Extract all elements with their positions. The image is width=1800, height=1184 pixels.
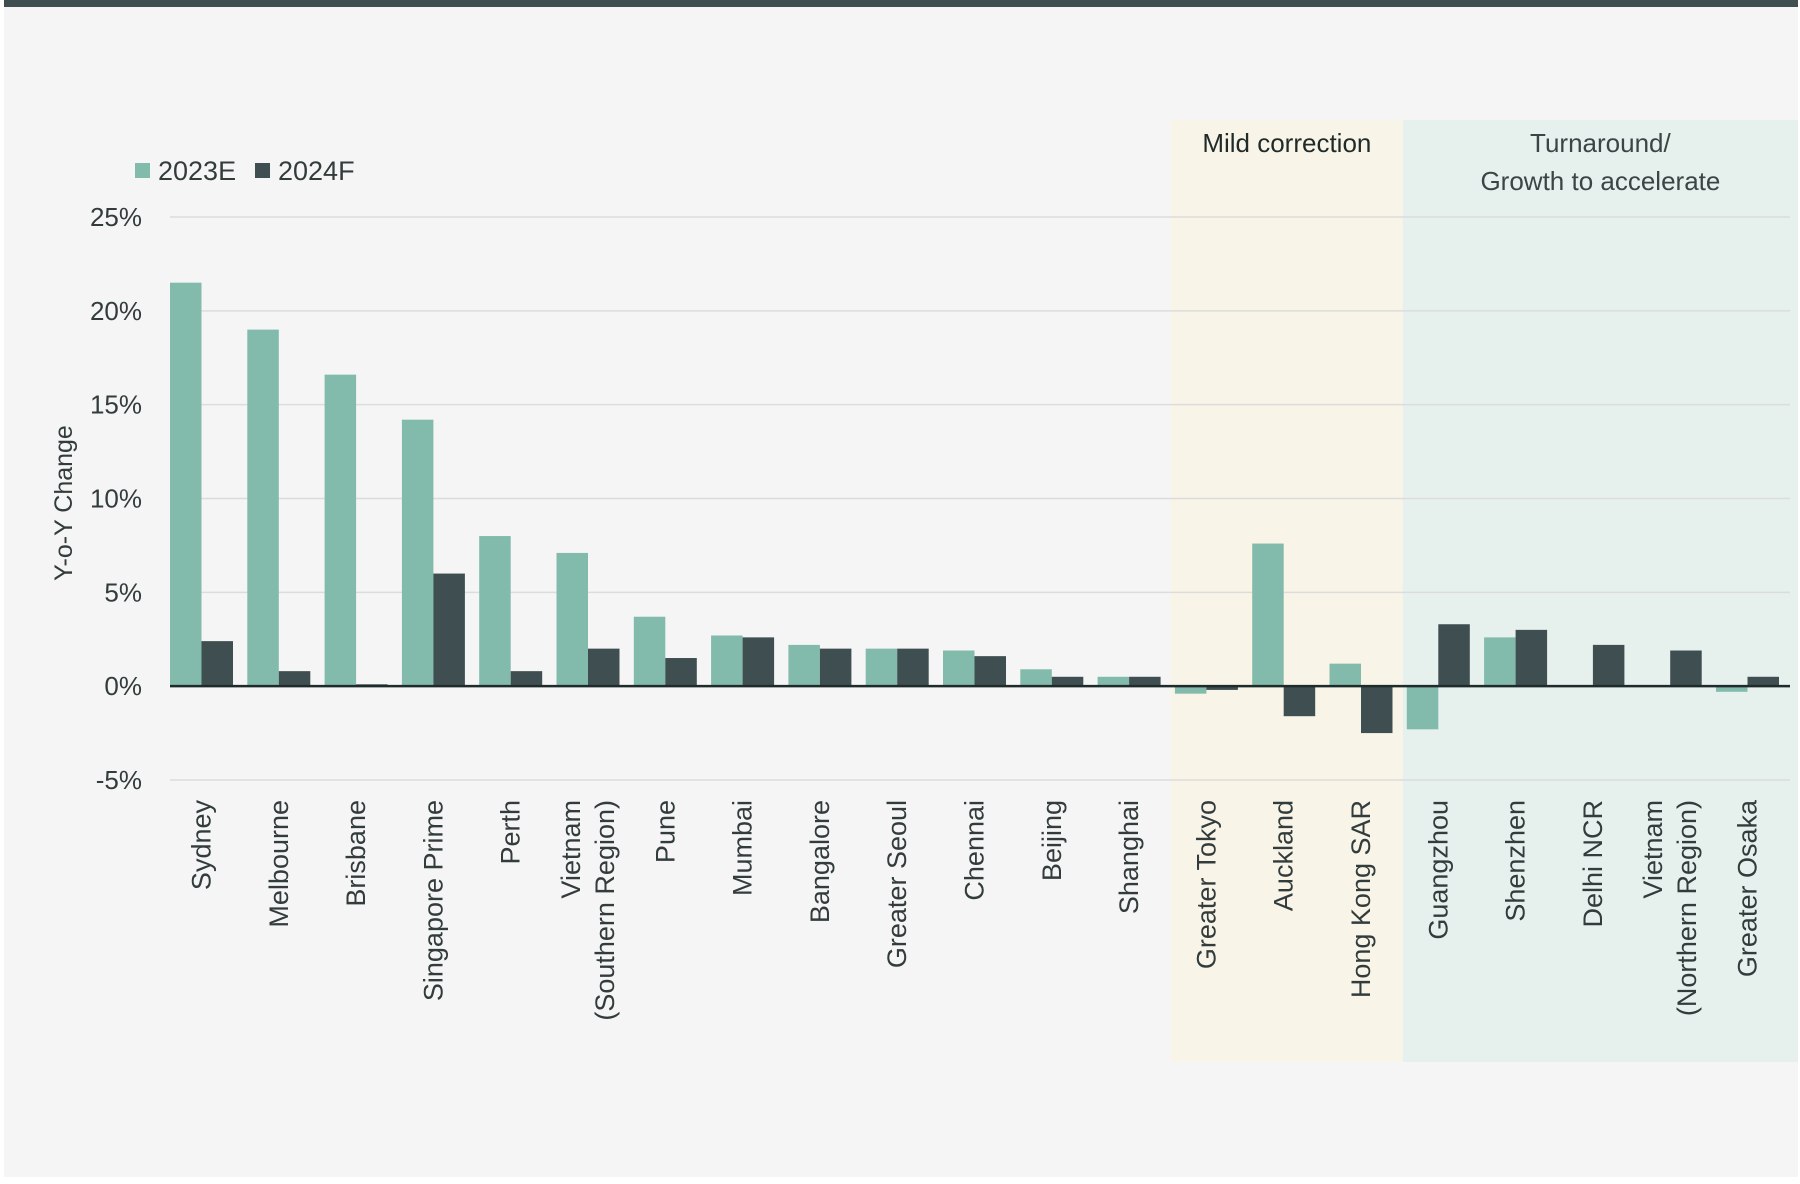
bar-2024f-sydney xyxy=(201,641,233,687)
bar-2023e-vietnam-southern-region xyxy=(556,552,588,687)
x-tick-label-singapore-prime: Singapore Prime xyxy=(418,800,448,1001)
legend-swatch-2024f xyxy=(255,163,270,178)
y-axis-title: Y-o-Y Change xyxy=(50,425,78,581)
x-tick-label-bangalore: Bangalore xyxy=(805,800,835,923)
bar-2024f-bangalore xyxy=(819,648,852,687)
bar-2024f-melbourne xyxy=(278,671,311,687)
x-tick-label-vietnam-northern-region-line2: (Northern Region) xyxy=(1672,800,1702,1016)
x-tick-label-greater-seoul: Greater Seoul xyxy=(882,800,912,968)
bar-2024f-hong-kong-sar xyxy=(1361,686,1393,734)
x-tick-label-sydney: Sydney xyxy=(187,800,217,891)
y-tick-label: 0% xyxy=(104,671,142,701)
bar-2024f-shanghai xyxy=(1129,676,1161,687)
x-tick-label-chennai: Chennai xyxy=(960,800,990,901)
bar-2024f-delhi-ncr xyxy=(1592,644,1625,687)
legend-label-2024f: 2024F xyxy=(278,156,355,186)
bar-2024f-chennai xyxy=(974,656,1006,687)
region-label-line: Growth to accelerate xyxy=(1480,166,1720,196)
region-label-mild-correction: Mild correction xyxy=(1202,128,1371,158)
bar-2024f-shenzhen xyxy=(1515,629,1548,687)
y-tick-label: 15% xyxy=(90,390,142,420)
bar-2023e-guangzhou xyxy=(1406,686,1439,730)
x-tick-label-perth: Perth xyxy=(496,800,526,865)
bar-2023e-chennai xyxy=(943,650,975,687)
bar-2024f-vietnam-northern-region xyxy=(1670,650,1702,687)
bar-2023e-beijing xyxy=(1020,669,1052,687)
bar-2023e-hong-kong-sar xyxy=(1329,663,1361,687)
bar-2023e-bangalore xyxy=(788,644,820,687)
y-tick-label: 10% xyxy=(90,484,142,514)
bar-2024f-singapore-prime xyxy=(433,573,465,687)
bar-2024f-beijing xyxy=(1051,676,1084,687)
bar-2023e-melbourne xyxy=(247,329,279,687)
x-tick-label-brisbane: Brisbane xyxy=(341,800,371,907)
x-tick-label-shenzhen: Shenzhen xyxy=(1501,800,1531,922)
x-tick-label-hong-kong-sar: Hong Kong SAR xyxy=(1346,800,1376,998)
region-mild-correction xyxy=(1170,120,1403,1062)
x-tick-label-shanghai: Shanghai xyxy=(1114,800,1144,914)
bar-2023e-sydney xyxy=(170,282,202,687)
bar-2023e-brisbane xyxy=(324,374,357,687)
bar-2023e-mumbai xyxy=(711,635,743,687)
y-tick-label: 20% xyxy=(90,296,142,326)
bar-2023e-greater-seoul xyxy=(865,648,898,687)
region-turnaround xyxy=(1402,120,1798,1062)
x-tick-label-beijing: Beijing xyxy=(1037,800,1067,881)
x-tick-label-vietnam-northern-region-line1: Vietnam xyxy=(1638,800,1668,899)
x-tick-label-guangzhou: Guangzhou xyxy=(1423,800,1453,940)
bar-2023e-shenzhen xyxy=(1484,637,1516,687)
y-tick-label: -5% xyxy=(96,765,142,795)
x-tick-label-vietnam-southern-region-line2: (Southern Region) xyxy=(590,800,620,1021)
x-tick-label-melbourne: Melbourne xyxy=(264,800,294,928)
bar-2023e-greater-tokyo xyxy=(1174,686,1207,694)
x-tick-label-pune: Pune xyxy=(650,800,680,863)
x-tick-label-delhi-ncr: Delhi NCR xyxy=(1578,800,1608,928)
y-tick-label: 25% xyxy=(90,202,142,232)
region-label-line: Mild correction xyxy=(1202,128,1371,158)
bar-2024f-perth xyxy=(510,671,543,687)
region-label-line: Turnaround/ xyxy=(1530,128,1671,158)
bar-2024f-greater-seoul xyxy=(897,648,929,687)
top-rule xyxy=(4,0,1798,7)
bar-2024f-greater-osaka xyxy=(1747,676,1779,687)
x-tick-label-vietnam-southern-region-line1: Vietnam xyxy=(556,800,586,899)
legend-swatch-2023e xyxy=(135,163,150,178)
bar-2024f-greater-tokyo xyxy=(1206,686,1238,690)
bar-2023e-shanghai xyxy=(1097,676,1130,687)
x-tick-label-greater-osaka: Greater Osaka xyxy=(1733,799,1763,977)
region-label-turnaround: Turnaround/Growth to accelerate xyxy=(1480,128,1720,196)
x-tick-label-greater-tokyo: Greater Tokyo xyxy=(1191,800,1221,969)
legend-label-2023e: 2023E xyxy=(158,156,236,186)
bar-2023e-auckland xyxy=(1252,543,1284,687)
bar-2024f-vietnam-southern-region xyxy=(588,648,620,687)
x-tick-label-mumbai: Mumbai xyxy=(728,800,758,896)
bar-2023e-pune xyxy=(633,616,666,687)
bar-2023e-singapore-prime xyxy=(401,419,434,687)
bar-2024f-mumbai xyxy=(742,637,775,687)
bar-2024f-pune xyxy=(665,658,697,687)
bar-2024f-auckland xyxy=(1283,686,1316,717)
bar-2024f-guangzhou xyxy=(1438,624,1470,687)
x-tick-label-auckland: Auckland xyxy=(1269,800,1299,911)
bar-2023e-perth xyxy=(479,536,511,687)
y-tick-label: 5% xyxy=(104,577,142,607)
bar-2023e-greater-osaka xyxy=(1716,686,1748,692)
